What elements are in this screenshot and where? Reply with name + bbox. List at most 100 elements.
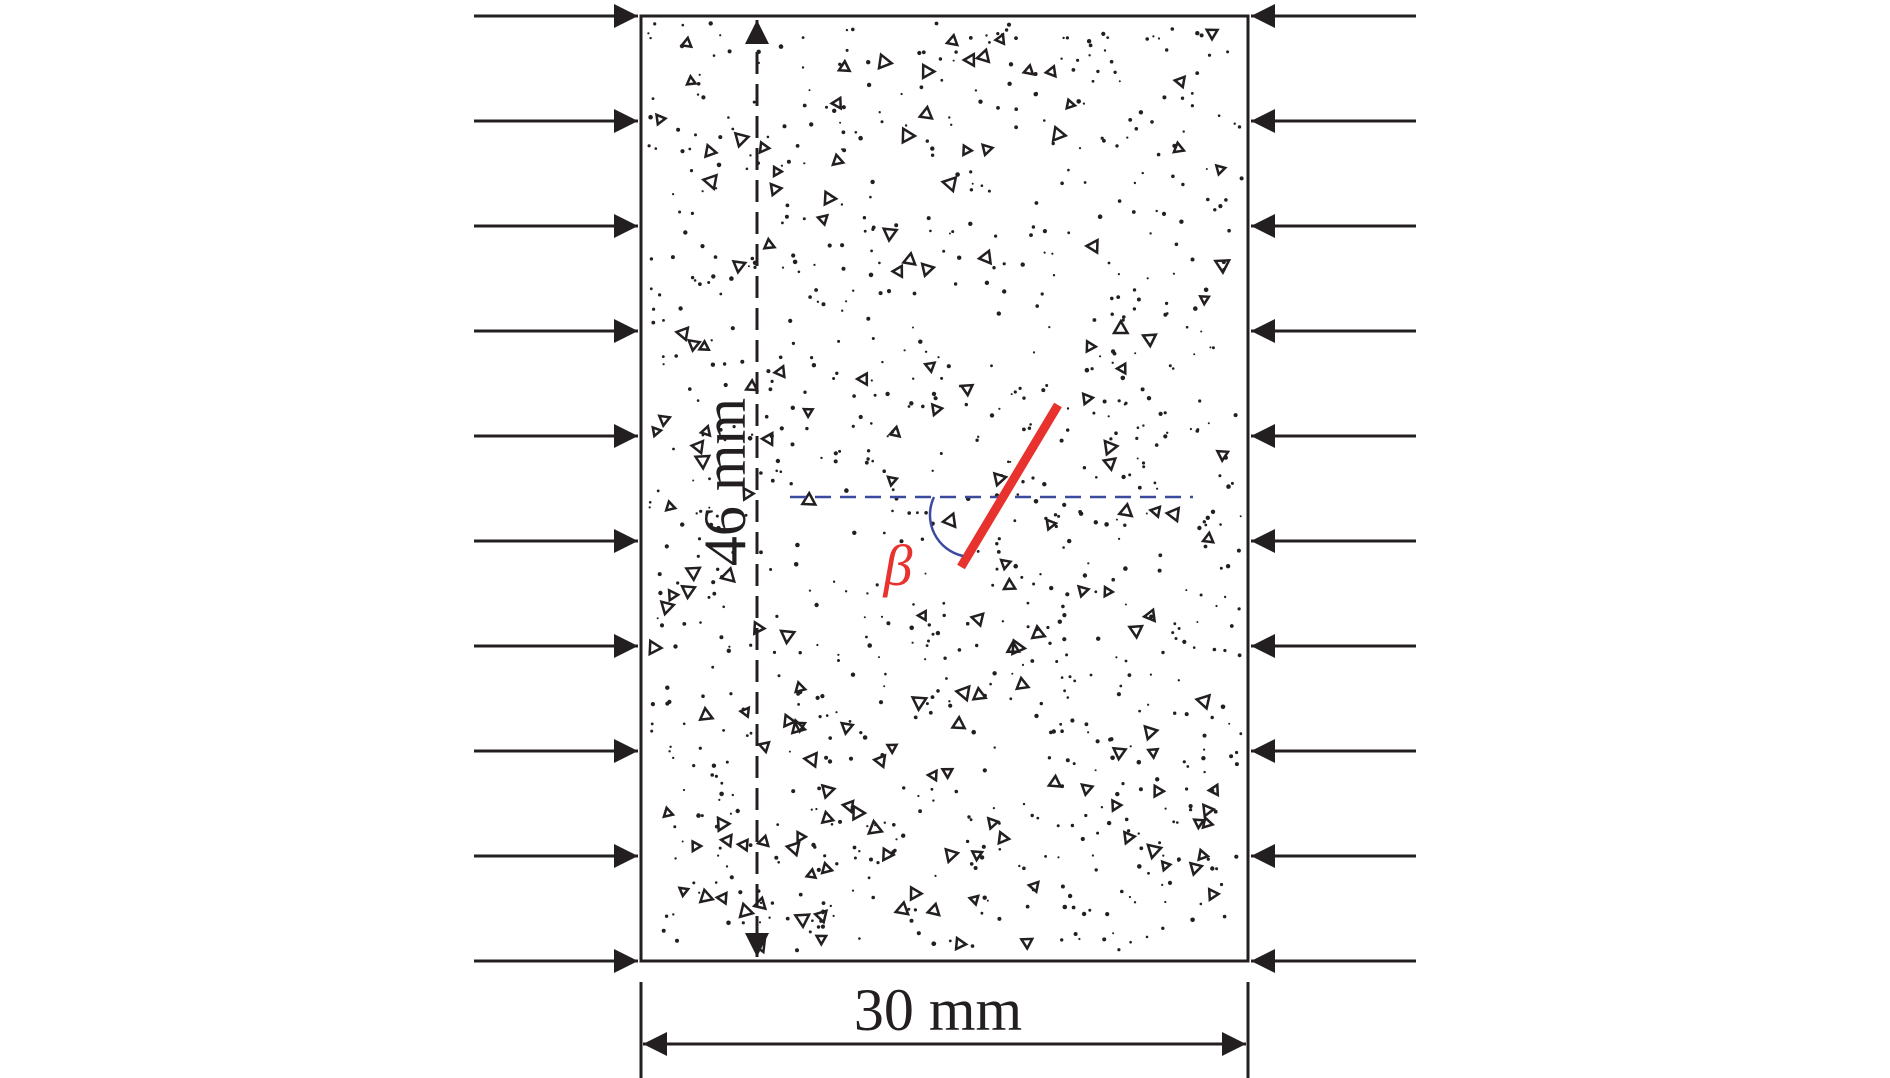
- speckle: [928, 710, 933, 715]
- aggregate: [1207, 887, 1222, 902]
- speckle: [729, 692, 733, 696]
- speckle: [682, 622, 687, 626]
- speckle: [948, 703, 953, 708]
- speckle: [1163, 411, 1167, 415]
- aggregate: [1148, 504, 1162, 520]
- aggregate: [733, 131, 751, 149]
- aggregate: [735, 837, 749, 853]
- speckle: [924, 658, 927, 661]
- speckle: [1171, 631, 1175, 635]
- speckle: [1117, 399, 1121, 403]
- speckle: [712, 54, 716, 57]
- speckle: [1176, 821, 1179, 824]
- speckle: [871, 459, 874, 463]
- speckle: [862, 735, 868, 740]
- speckle: [1091, 79, 1095, 83]
- speckle: [954, 50, 958, 54]
- speckle: [989, 682, 992, 686]
- aggregate: [950, 714, 967, 730]
- aggregate: [693, 454, 712, 471]
- speckle: [692, 479, 695, 482]
- speckle: [1010, 393, 1013, 396]
- speckle: [668, 750, 671, 753]
- speckle: [811, 363, 817, 368]
- speckle: [870, 422, 873, 425]
- speckle: [975, 438, 979, 442]
- speckle: [1215, 604, 1218, 608]
- aggregate: [954, 935, 969, 952]
- speckle: [957, 648, 962, 652]
- speckle: [817, 786, 821, 791]
- aggregate: [839, 721, 856, 736]
- speckle: [992, 671, 997, 676]
- aggregate: [657, 414, 673, 429]
- speckle: [795, 948, 799, 953]
- speckle: [880, 615, 884, 618]
- speckle: [917, 794, 920, 798]
- speckle: [1013, 563, 1018, 569]
- speckle: [977, 435, 980, 438]
- speckle: [1177, 859, 1180, 863]
- speckle: [841, 130, 846, 135]
- speckle: [1062, 637, 1067, 642]
- speckle: [873, 393, 877, 397]
- aggregate: [1140, 333, 1158, 349]
- speckle: [934, 21, 939, 26]
- speckle: [833, 459, 838, 464]
- speckle: [1087, 731, 1090, 734]
- aggregate: [925, 768, 938, 783]
- speckle: [870, 179, 875, 185]
- aggregate: [772, 364, 786, 379]
- speckle: [1065, 758, 1070, 763]
- aggregate: [820, 809, 836, 825]
- aggregate: [755, 833, 770, 848]
- speckle: [1219, 882, 1224, 887]
- speckle: [882, 469, 886, 474]
- speckle: [1102, 399, 1107, 404]
- speckle: [997, 916, 1002, 921]
- aggregate: [901, 126, 918, 145]
- speckle: [1082, 466, 1087, 470]
- speckle: [931, 469, 934, 472]
- speckle: [967, 815, 971, 819]
- speckle: [1060, 676, 1064, 679]
- speckle: [924, 572, 927, 575]
- aggregate: [1114, 361, 1127, 376]
- speckle: [1117, 273, 1120, 276]
- speckle: [1163, 434, 1168, 439]
- speckle: [1056, 824, 1060, 828]
- speckle: [1106, 820, 1112, 826]
- speckle: [1203, 770, 1206, 774]
- aggregate: [1197, 847, 1211, 862]
- aggregate: [664, 499, 678, 513]
- speckle: [1081, 911, 1087, 917]
- speckle: [1201, 756, 1206, 761]
- speckle: [1082, 102, 1085, 105]
- speckle: [791, 789, 796, 794]
- speckle: [681, 840, 684, 843]
- speckle: [1167, 880, 1173, 886]
- speckle: [894, 223, 899, 228]
- speckle: [1117, 948, 1121, 952]
- speckle: [886, 621, 891, 626]
- speckle: [995, 567, 999, 571]
- speckle: [673, 644, 678, 649]
- speckle: [1139, 846, 1144, 851]
- speckle: [821, 302, 826, 307]
- speckle: [745, 734, 749, 737]
- speckle: [1190, 92, 1194, 95]
- speckle: [749, 731, 753, 735]
- aggregate: [1201, 815, 1216, 830]
- speckle: [1193, 306, 1198, 311]
- speckle: [695, 512, 698, 515]
- speckle: [1145, 512, 1148, 515]
- aggregate: [772, 164, 785, 179]
- speckle: [1022, 802, 1026, 806]
- speckle: [909, 625, 914, 631]
- speckle: [1165, 48, 1169, 52]
- speckle: [803, 390, 807, 394]
- speckle: [1088, 43, 1093, 48]
- speckle: [1120, 375, 1126, 381]
- speckle: [701, 190, 704, 193]
- speckle: [1197, 525, 1202, 531]
